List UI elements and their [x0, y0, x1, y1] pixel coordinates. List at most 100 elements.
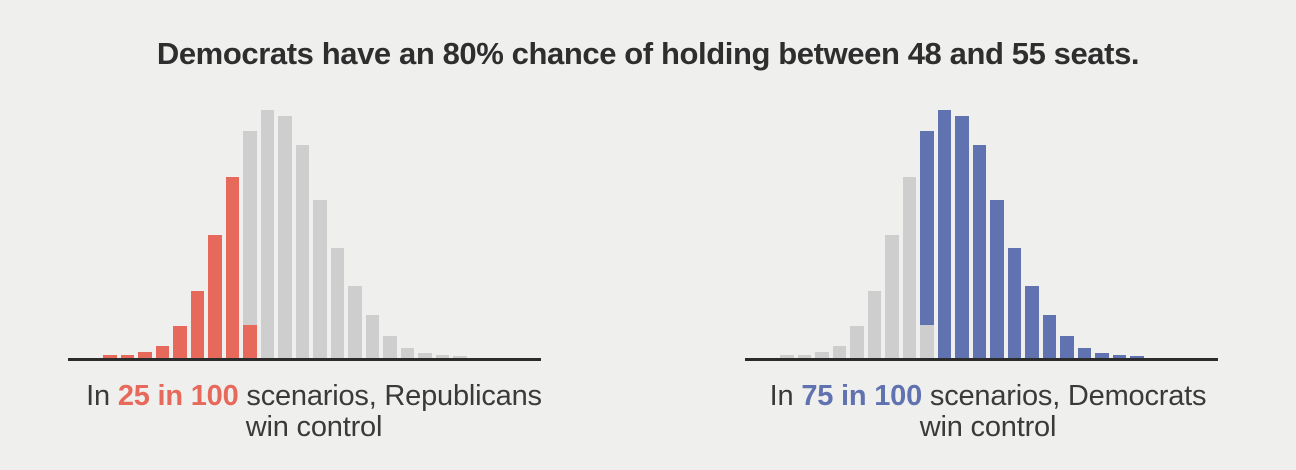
bar-segment-blue: [1077, 348, 1091, 358]
bar-segment-gray: [780, 355, 794, 358]
histogram-bar: [400, 348, 414, 358]
histogram-bar: [295, 145, 309, 358]
histogram-bar: [1077, 348, 1091, 358]
histogram-bar: [850, 326, 864, 358]
bar-segment-gray: [348, 286, 362, 358]
histogram-bar: [225, 177, 239, 358]
bar-segment-blue: [1007, 248, 1021, 358]
histogram-bar: [418, 353, 432, 358]
bar-segment-gray: [383, 336, 397, 358]
bar-segment-gray: [850, 326, 864, 358]
histogram-bar: [278, 116, 292, 358]
histogram-bar: [1095, 353, 1109, 358]
bar-segment-gray: [867, 291, 881, 358]
histogram-bar: [453, 356, 467, 358]
x-axis-line-left: [68, 358, 541, 361]
bar-segment-red: [243, 325, 257, 358]
histogram-bar: [1007, 248, 1021, 358]
bar-segment-blue: [955, 116, 969, 358]
bar-segment-gray: [400, 348, 414, 358]
caption-highlight-democrats: 75 in 100: [801, 380, 923, 412]
histogram-bar: [937, 110, 951, 358]
histogram-bar: [972, 145, 986, 358]
bar-segment-gray: [815, 352, 829, 358]
histogram-bar: [435, 355, 449, 358]
histogram-bar: [1042, 315, 1056, 358]
caption-republicans-line1: In 25 in 100 scenarios, Republicans: [4, 381, 624, 412]
bar-segment-gray: [435, 355, 449, 358]
histogram-bar: [365, 315, 379, 358]
caption-republicans-line2: win control: [245, 411, 383, 443]
bar-segment-blue: [937, 110, 951, 358]
histogram-bar: [243, 131, 257, 358]
bar-segment-blue: [1095, 353, 1109, 358]
histogram-republicans: [68, 110, 541, 361]
bar-segment-blue: [1130, 356, 1144, 358]
histogram-bar: [1025, 286, 1039, 358]
histogram-bar: [190, 291, 204, 358]
histogram-bar: [208, 235, 222, 358]
bar-segment-gray: [330, 248, 344, 358]
histogram-bar: [815, 352, 829, 358]
histogram-bar: [173, 326, 187, 358]
bar-segment-red: [190, 291, 204, 358]
bar-segment-blue: [920, 131, 934, 325]
bar-segment-blue: [1112, 355, 1126, 358]
bar-segment-red: [225, 177, 239, 358]
histogram-bar: [832, 346, 846, 358]
histogram-bar: [780, 355, 794, 358]
histogram-bar: [155, 346, 169, 358]
caption-highlight-republicans: 25 in 100: [117, 380, 239, 412]
histogram-democrats: [745, 110, 1218, 361]
bars-container-democrats: [780, 110, 1144, 358]
histogram-bar: [920, 131, 934, 358]
histogram-bar: [120, 355, 134, 358]
bar-segment-red: [138, 352, 152, 358]
bar-segment-red: [208, 235, 222, 358]
bar-segment-red: [120, 355, 134, 358]
caption-republicans: In 25 in 100 scenarios, Republicans win …: [4, 381, 624, 443]
histogram-bar: [383, 336, 397, 358]
bar-segment-gray: [313, 200, 327, 358]
bars-container-republicans: [103, 110, 467, 358]
histogram-bar: [1112, 355, 1126, 358]
histogram-bar: [103, 355, 117, 358]
bar-segment-blue: [1042, 315, 1056, 358]
caption-rest: scenarios, Republicans: [238, 380, 542, 412]
histogram-bar: [955, 116, 969, 358]
bar-segment-gray: [418, 353, 432, 358]
bar-segment-red: [103, 355, 117, 358]
bar-segment-gray: [278, 116, 292, 358]
bar-segment-red: [155, 346, 169, 358]
bar-segment-gray: [832, 346, 846, 358]
bar-segment-gray: [453, 356, 467, 358]
bar-segment-blue: [1060, 336, 1074, 358]
histogram-bar: [867, 291, 881, 358]
bar-segment-gray: [885, 235, 899, 358]
bar-segment-blue: [990, 200, 1004, 358]
bar-segment-gray: [260, 110, 274, 358]
caption-prefix: In: [769, 380, 802, 412]
histogram-bar: [138, 352, 152, 358]
histogram-bar: [313, 200, 327, 358]
bar-segment-gray: [243, 131, 257, 325]
histogram-bar: [797, 355, 811, 358]
histogram-bar: [885, 235, 899, 358]
histogram-bar: [990, 200, 1004, 358]
bar-segment-gray: [365, 315, 379, 358]
bar-segment-gray: [797, 355, 811, 358]
histogram-bar: [902, 177, 916, 358]
caption-democrats: In 75 in 100 scenarios, Democrats win co…: [678, 381, 1296, 443]
bar-segment-gray: [295, 145, 309, 358]
bar-segment-red: [173, 326, 187, 358]
histogram-bar: [260, 110, 274, 358]
histogram-bar: [348, 286, 362, 358]
x-axis-line-right: [745, 358, 1218, 361]
page-title: Democrats have an 80% chance of holding …: [156, 36, 1140, 71]
caption-rest: scenarios, Democrats: [922, 380, 1207, 412]
bar-segment-gray: [920, 325, 934, 358]
caption-democrats-line1: In 75 in 100 scenarios, Democrats: [678, 381, 1296, 412]
bar-segment-blue: [1025, 286, 1039, 358]
histogram-bar: [1130, 356, 1144, 358]
caption-democrats-line2: win control: [919, 411, 1057, 443]
